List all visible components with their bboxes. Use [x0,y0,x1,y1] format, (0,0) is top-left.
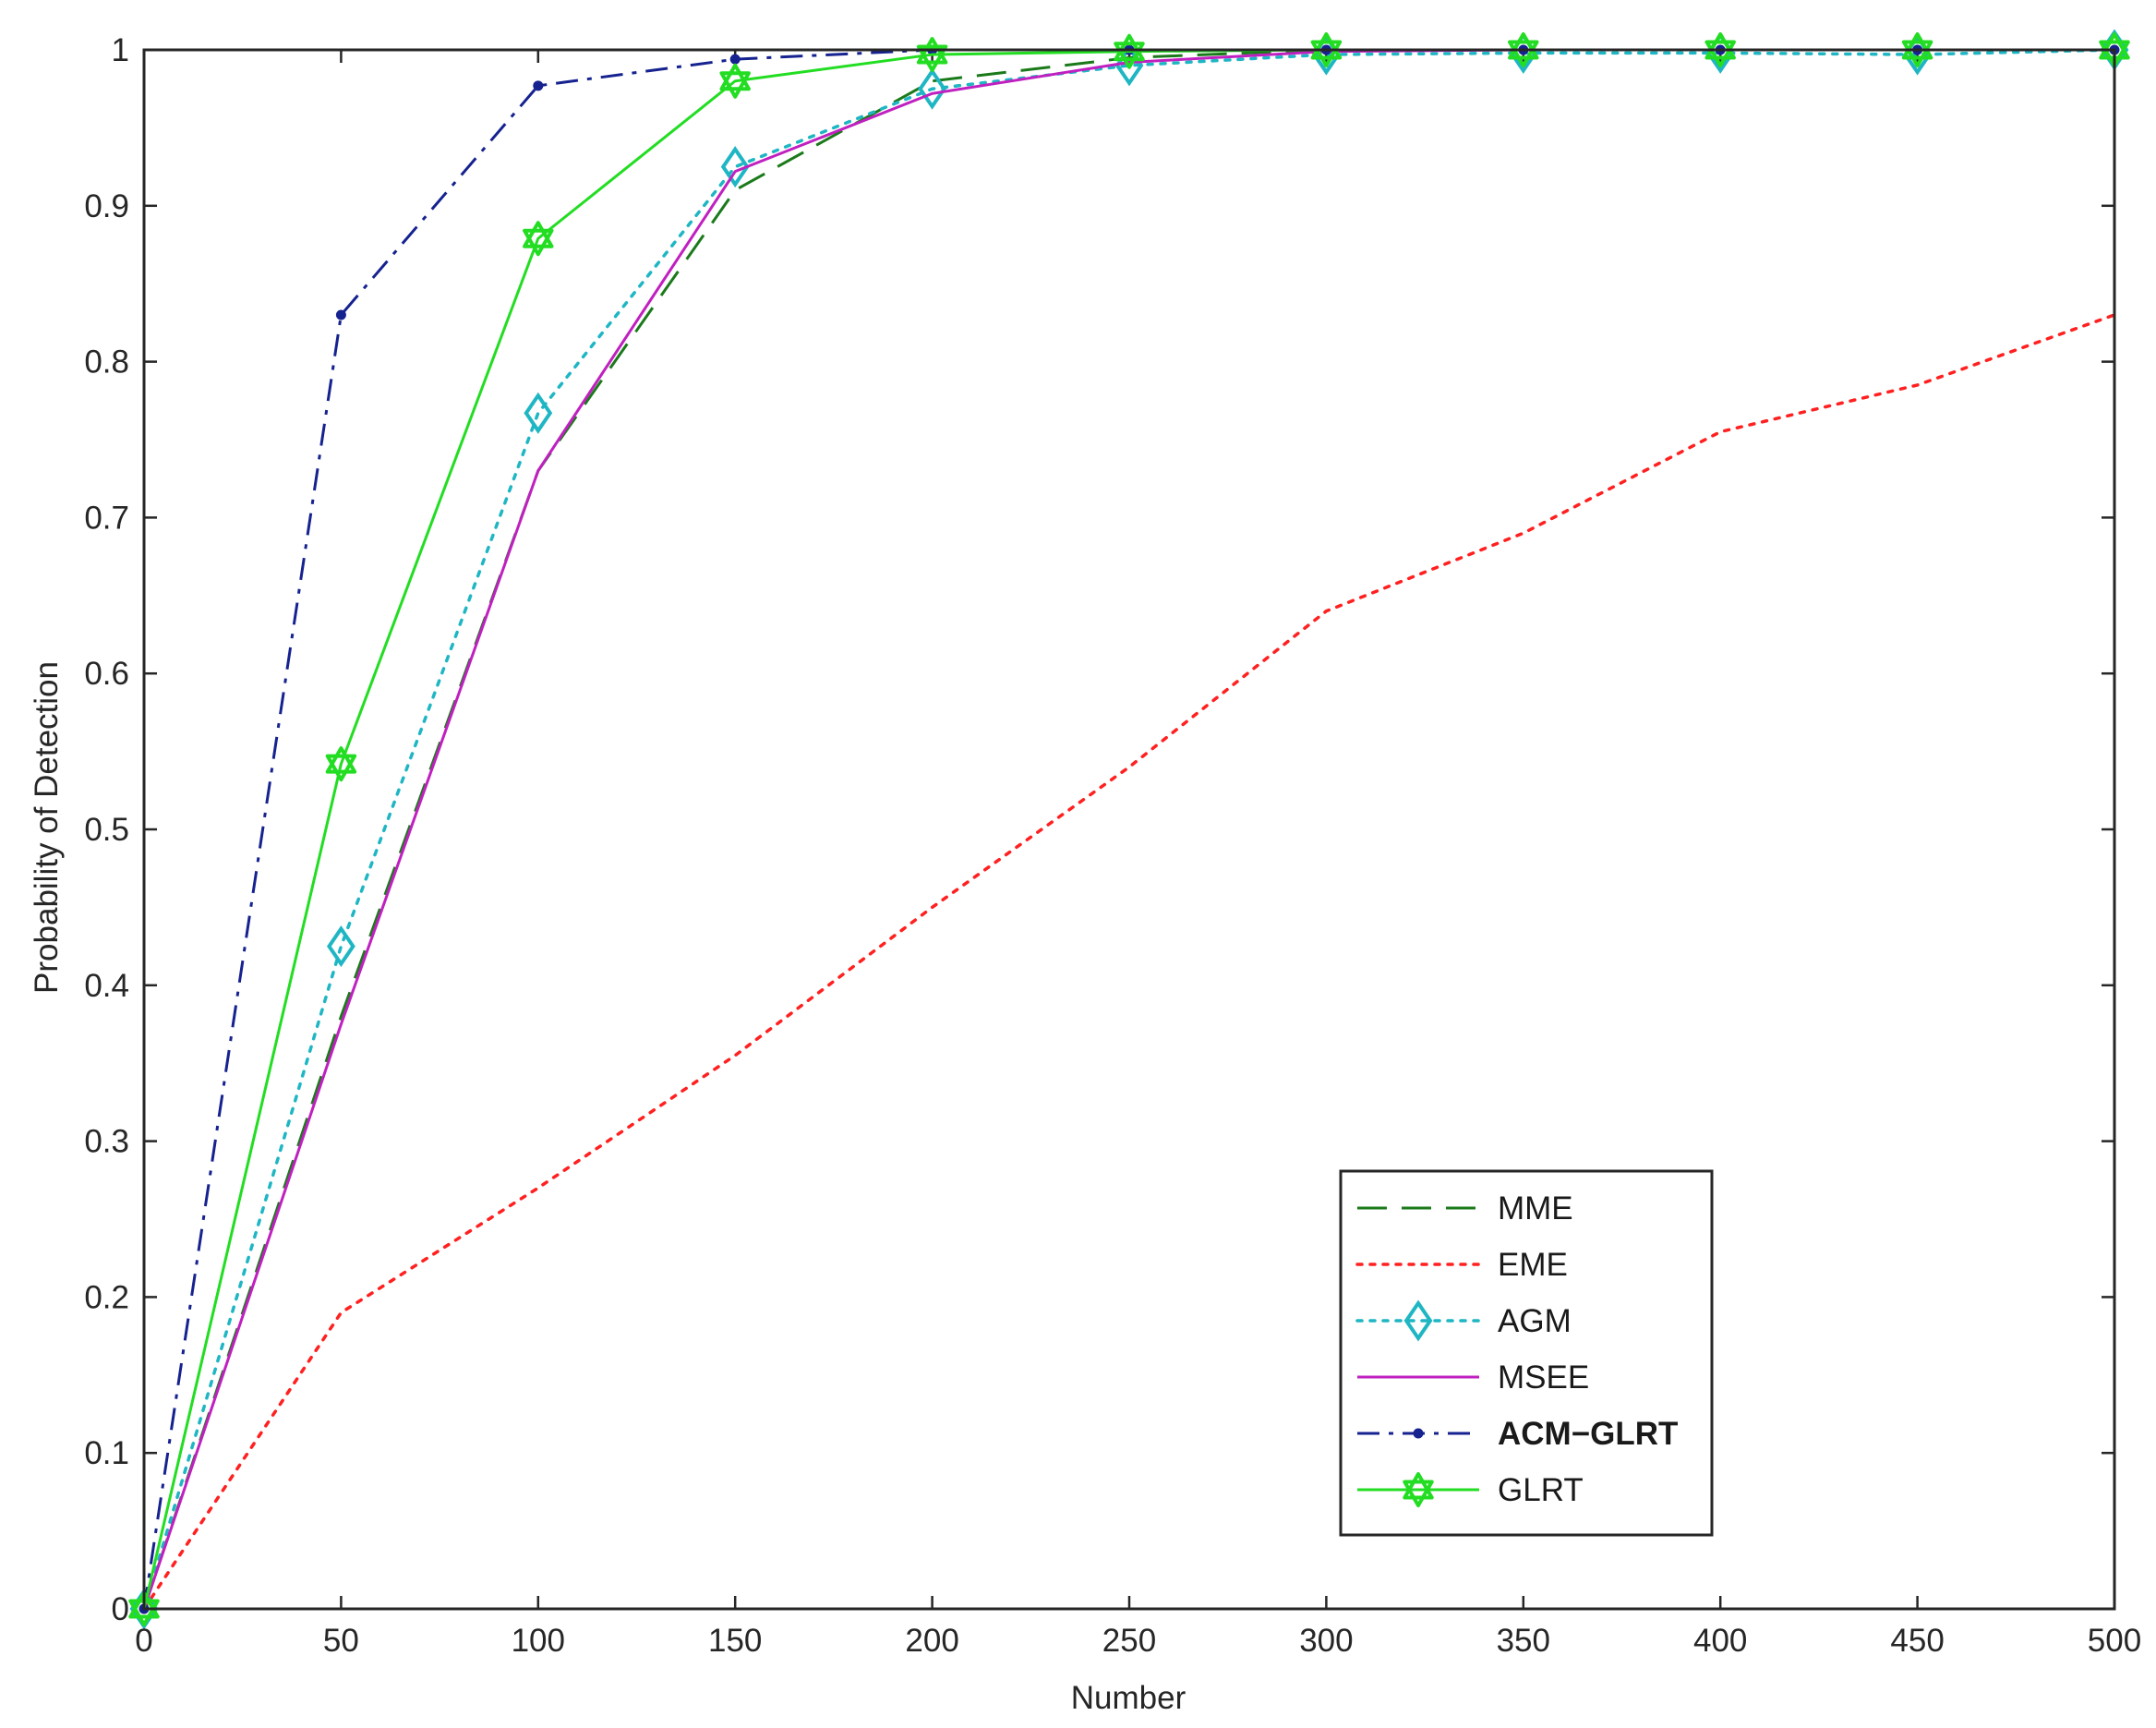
plot-frame [142,48,2116,1611]
y-tick-label: 0.5 [84,812,129,848]
y-tick-label: 0.2 [84,1279,129,1315]
data-point-agm [918,67,947,110]
x-tick-label: 500 [2088,1623,2141,1659]
data-point-glrt [1508,32,1539,67]
legend-marker [1403,1472,1434,1507]
data-point-agm [524,392,553,434]
data-point-agm [720,146,750,188]
x-axis-label: Number [1071,1680,1186,1716]
legend-marker [1403,1299,1433,1342]
legend-label: ACM−GLRT [1498,1416,1678,1452]
y-tick-label: 0.8 [84,344,129,381]
data-point-glrt [1901,32,1933,67]
legend-item-mme: MME [1357,1190,1573,1227]
series-line-eme [142,313,2116,1611]
legend-label: MME [1498,1190,1573,1227]
data-point-acm-glrt [729,54,741,65]
legend-label: AGM [1498,1303,1572,1339]
legend-label: GLRT [1498,1472,1584,1508]
y-tick-label: 0.9 [84,188,129,224]
x-tick-label: 250 [1102,1623,1156,1659]
legend-box [1339,1169,1714,1537]
series-line-agm [142,48,2116,1611]
legend-item-msee: MSEE [1357,1359,1589,1396]
x-tick-label: 0 [135,1623,152,1659]
x-tick-label: 350 [1497,1623,1550,1659]
x-tick-label: 200 [905,1623,958,1659]
tick-labels: 0 50 100 150 200 250 300 350 400 450 500 0 0.1 0.2 0.3… [84,32,2141,1659]
legend-item-eme: EME [1355,1247,1568,1283]
y-tick-label: 0.3 [84,1124,129,1160]
x-tick-label: 150 [708,1623,762,1659]
data-point-glrt [719,63,751,99]
x-tick-label: 400 [1693,1623,1747,1659]
legend-label: MSEE [1498,1359,1589,1396]
data-point-glrt [1310,32,1343,67]
data-point-glrt [1114,33,1145,69]
y-tick-label: 0.6 [84,656,129,692]
legend-label: EME [1498,1247,1568,1283]
y-tick-label: 1 [112,32,129,68]
data-point-glrt [523,221,554,257]
data-point-acm-glrt [335,309,346,320]
data-point-glrt [1704,32,1736,67]
data-point-agm [326,925,355,968]
y-tick-label: 0.1 [84,1435,129,1471]
series-eme [142,313,2116,1611]
x-tick-label: 450 [1890,1623,1944,1659]
data-point-acm-glrt [533,80,544,91]
x-tick-label: 300 [1299,1623,1353,1659]
legend-item-acm-glrt: ACM−GLRT [1357,1416,1678,1452]
x-tick-label: 100 [512,1623,565,1659]
legend-item-glrt: GLRT [1357,1472,1584,1508]
legend: MME EME AGM MSEE ACM−GLRT GLRT [1339,1169,1714,1537]
y-tick-label: 0 [112,1591,129,1627]
legend-marker [1413,1428,1424,1439]
y-axis-label: Probability of Detection [29,661,65,994]
data-point-glrt [325,746,357,782]
x-tick-label: 50 [323,1623,359,1659]
legend-item-agm: AGM [1355,1299,1572,1342]
data-point-agm [129,1588,159,1630]
y-tick-label: 0.7 [84,500,129,536]
y-tick-label: 0.4 [84,968,129,1004]
